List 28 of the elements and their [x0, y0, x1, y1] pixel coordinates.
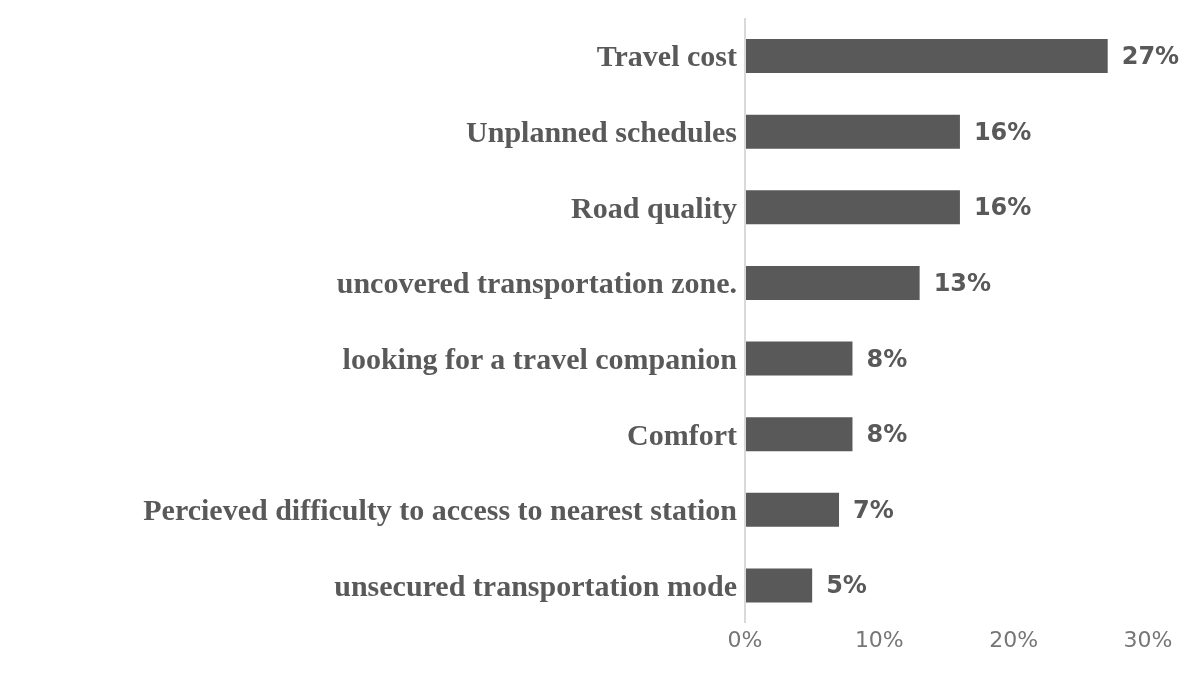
y-tick-label: Unplanned schedules [466, 115, 737, 149]
y-tick-label: looking for a travel companion [342, 341, 738, 375]
data-label: 16% [973, 117, 1032, 146]
data-label: 5% [826, 571, 867, 600]
data-label: 8% [866, 420, 908, 449]
y-tick-label: Percieved difficulty to access to nearest station [143, 493, 738, 527]
x-tick-label: 0% [727, 626, 763, 652]
data-label: 27% [1121, 42, 1180, 70]
bar [745, 568, 813, 603]
data-label: 7% [853, 495, 894, 524]
bar [745, 492, 840, 527]
bar [745, 114, 960, 149]
y-tick-label: Road quality [571, 190, 737, 224]
bar [745, 190, 960, 225]
bar [745, 39, 1108, 73]
bar [745, 417, 853, 452]
x-tick-label: 30% [1123, 626, 1173, 652]
bar [745, 265, 920, 300]
y-tick-label: Travel cost [596, 39, 737, 73]
data-label: 16% [973, 193, 1032, 222]
data-label: 13% [933, 268, 992, 297]
y-tick-label: Comfort [627, 417, 738, 451]
data-label: 8% [866, 344, 908, 373]
y-tick-label: unsecured transportation mode [334, 568, 737, 602]
x-tick-label: 10% [854, 626, 904, 652]
bar [745, 341, 853, 376]
x-tick-label: 20% [989, 626, 1039, 652]
y-tick-label: uncovered transportation zone. [336, 266, 737, 300]
